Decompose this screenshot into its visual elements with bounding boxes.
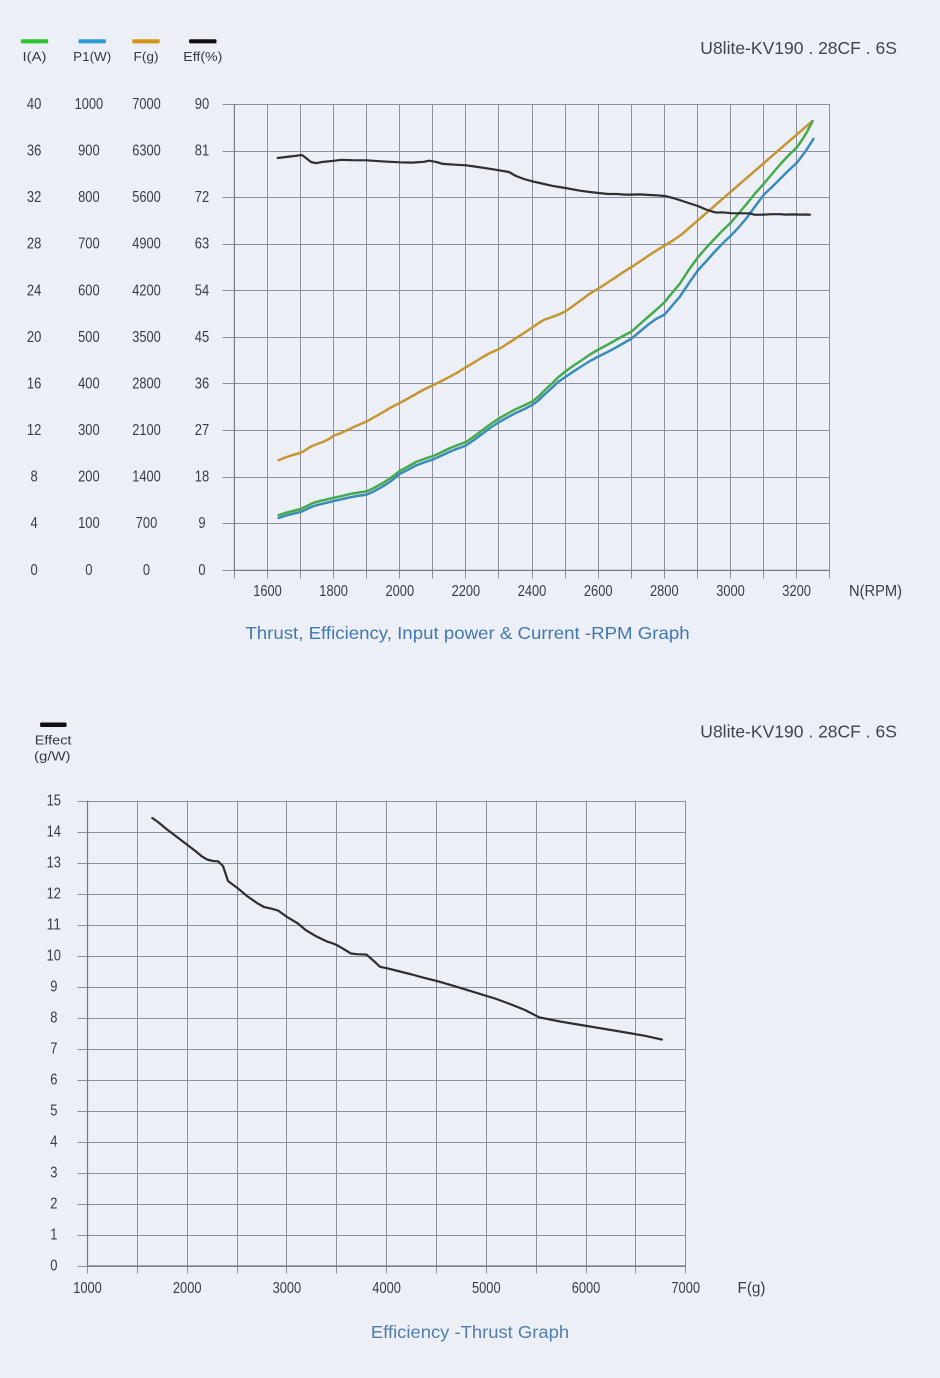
svg-text:F(g): F(g) [738, 1280, 766, 1297]
svg-text:1800: 1800 [319, 583, 348, 600]
svg-text:1000: 1000 [73, 1280, 102, 1297]
svg-text:7000: 7000 [671, 1280, 700, 1297]
svg-text:1: 1 [50, 1227, 57, 1244]
svg-text:4900: 4900 [132, 236, 161, 253]
svg-text:5: 5 [50, 1103, 57, 1120]
svg-text:3: 3 [50, 1165, 57, 1182]
svg-text:100: 100 [78, 515, 100, 532]
svg-text:40: 40 [27, 96, 41, 113]
svg-text:Eff(%): Eff(%) [183, 49, 222, 64]
svg-text:1600: 1600 [253, 583, 282, 600]
svg-text:9: 9 [50, 979, 57, 996]
svg-text:500: 500 [78, 329, 100, 346]
svg-text:400: 400 [78, 376, 100, 393]
svg-text:0: 0 [143, 562, 150, 579]
svg-text:8: 8 [50, 1010, 57, 1027]
svg-text:1000: 1000 [75, 96, 104, 113]
svg-text:(g/W): (g/W) [34, 749, 71, 764]
svg-text:U8lite-KV190 . 28CF . 6S: U8lite-KV190 . 28CF . 6S [700, 38, 897, 58]
svg-text:16: 16 [27, 376, 41, 393]
svg-text:81: 81 [195, 143, 209, 160]
svg-text:Thrust, Efficiency, Input powe: Thrust, Efficiency, Input power & Curren… [245, 623, 689, 643]
svg-text:4000: 4000 [372, 1280, 401, 1297]
svg-text:800: 800 [78, 189, 100, 206]
svg-text:U8lite-KV190 . 28CF . 6S: U8lite-KV190 . 28CF . 6S [700, 722, 897, 742]
svg-text:13: 13 [47, 855, 61, 872]
svg-text:54: 54 [195, 282, 209, 299]
svg-text:I(A): I(A) [23, 49, 47, 64]
svg-text:18: 18 [195, 469, 209, 486]
svg-text:14: 14 [47, 824, 61, 841]
svg-text:700: 700 [136, 515, 158, 532]
svg-text:2800: 2800 [650, 583, 679, 600]
svg-text:28: 28 [27, 236, 41, 253]
svg-text:200: 200 [78, 469, 100, 486]
svg-text:P1(W): P1(W) [73, 49, 111, 64]
svg-text:24: 24 [27, 282, 41, 299]
svg-text:2100: 2100 [132, 422, 161, 439]
svg-text:7000: 7000 [132, 96, 161, 113]
svg-text:1400: 1400 [132, 469, 161, 486]
svg-text:3000: 3000 [273, 1280, 302, 1297]
svg-text:0: 0 [85, 562, 92, 579]
svg-text:4: 4 [50, 1134, 57, 1151]
svg-text:0: 0 [31, 562, 38, 579]
svg-text:27: 27 [195, 422, 209, 439]
svg-text:700: 700 [78, 236, 100, 253]
svg-text:300: 300 [78, 422, 100, 439]
svg-text:4200: 4200 [132, 282, 161, 299]
svg-text:900: 900 [78, 143, 100, 160]
svg-text:2: 2 [50, 1196, 57, 1213]
svg-text:15: 15 [47, 793, 61, 810]
svg-text:600: 600 [78, 282, 100, 299]
svg-text:36: 36 [195, 376, 209, 393]
svg-text:N(RPM): N(RPM) [849, 583, 902, 600]
svg-text:2000: 2000 [173, 1280, 202, 1297]
svg-text:3200: 3200 [782, 583, 811, 600]
svg-text:6300: 6300 [132, 143, 161, 160]
svg-text:9: 9 [198, 515, 205, 532]
svg-text:F(g): F(g) [134, 49, 159, 64]
svg-text:0: 0 [198, 562, 205, 579]
svg-text:7: 7 [50, 1041, 57, 1058]
svg-text:20: 20 [27, 329, 41, 346]
svg-text:5600: 5600 [132, 189, 161, 206]
svg-text:4: 4 [31, 515, 38, 532]
svg-text:63: 63 [195, 236, 209, 253]
svg-text:2800: 2800 [132, 376, 161, 393]
svg-text:0: 0 [50, 1258, 57, 1275]
svg-text:2200: 2200 [452, 583, 481, 600]
svg-text:2000: 2000 [386, 583, 415, 600]
svg-text:8: 8 [31, 469, 38, 486]
svg-text:90: 90 [195, 96, 209, 113]
svg-text:2600: 2600 [584, 583, 613, 600]
svg-text:45: 45 [195, 329, 209, 346]
svg-text:Effect: Effect [35, 732, 72, 747]
svg-text:3500: 3500 [132, 329, 161, 346]
svg-text:2400: 2400 [518, 583, 547, 600]
svg-text:32: 32 [27, 189, 41, 206]
svg-text:36: 36 [27, 143, 41, 160]
svg-text:3000: 3000 [716, 583, 745, 600]
svg-text:6000: 6000 [572, 1280, 601, 1297]
svg-text:12: 12 [47, 886, 61, 903]
svg-text:Efficiency -Thrust Graph: Efficiency -Thrust Graph [371, 1322, 569, 1342]
svg-text:10: 10 [47, 948, 61, 965]
svg-text:12: 12 [27, 422, 41, 439]
svg-text:6: 6 [50, 1072, 57, 1089]
svg-text:11: 11 [47, 917, 61, 934]
svg-text:72: 72 [195, 189, 209, 206]
svg-text:5000: 5000 [472, 1280, 501, 1297]
